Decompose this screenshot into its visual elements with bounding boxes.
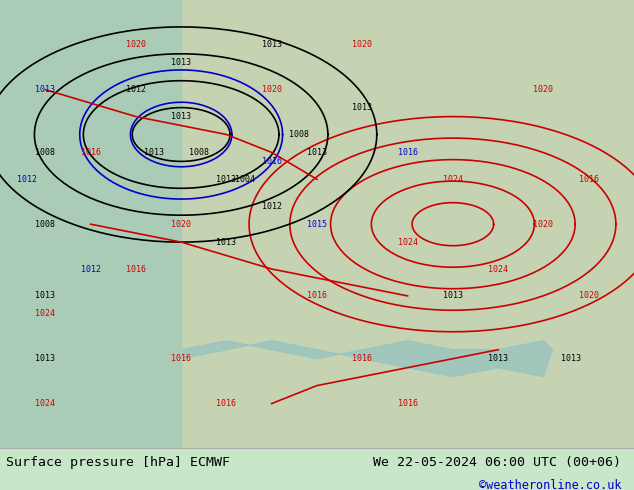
- Text: We 22-05-2024 06:00 UTC (00+06): We 22-05-2024 06:00 UTC (00+06): [373, 456, 621, 469]
- Text: 1012: 1012: [81, 265, 101, 273]
- Text: 1016: 1016: [398, 148, 418, 157]
- Text: 1013: 1013: [144, 148, 164, 157]
- Text: 1012: 1012: [17, 175, 37, 184]
- Text: 1012: 1012: [126, 85, 146, 94]
- Text: 1016: 1016: [307, 292, 327, 300]
- Text: 1008: 1008: [36, 148, 55, 157]
- Text: 1020: 1020: [579, 292, 598, 300]
- Text: 1016: 1016: [579, 175, 598, 184]
- Text: 1013: 1013: [488, 354, 508, 363]
- Text: 1012: 1012: [262, 202, 281, 211]
- Text: 1004: 1004: [235, 175, 254, 184]
- Text: 1016: 1016: [262, 157, 281, 166]
- Text: 1008: 1008: [289, 130, 309, 139]
- Text: 1024: 1024: [36, 309, 55, 318]
- Text: 1013: 1013: [262, 40, 281, 49]
- Text: Surface pressure [hPa] ECMWF: Surface pressure [hPa] ECMWF: [6, 456, 230, 469]
- Text: 1016: 1016: [126, 265, 146, 273]
- Text: 1013: 1013: [36, 85, 55, 94]
- Text: 1016: 1016: [398, 399, 418, 408]
- Polygon shape: [0, 0, 634, 448]
- Text: 1013: 1013: [36, 354, 55, 363]
- Text: 1024: 1024: [398, 238, 418, 246]
- Text: 1013: 1013: [353, 103, 372, 112]
- Text: 1013: 1013: [216, 175, 236, 184]
- Text: 1013: 1013: [443, 292, 463, 300]
- Text: 1013: 1013: [171, 112, 191, 121]
- Polygon shape: [0, 0, 634, 448]
- Text: ©weatheronline.co.uk: ©weatheronline.co.uk: [479, 479, 621, 490]
- Text: 1020: 1020: [262, 85, 281, 94]
- Text: 1013: 1013: [216, 238, 236, 246]
- Text: 1013: 1013: [560, 354, 581, 363]
- Text: 1016: 1016: [171, 354, 191, 363]
- Text: 1020: 1020: [353, 40, 372, 49]
- Polygon shape: [181, 341, 552, 377]
- Text: 1016: 1016: [216, 399, 236, 408]
- Text: 1016: 1016: [81, 148, 101, 157]
- Polygon shape: [0, 0, 181, 448]
- Text: 1024: 1024: [36, 399, 55, 408]
- Text: 1013: 1013: [307, 148, 327, 157]
- Text: 1016: 1016: [353, 354, 372, 363]
- Text: 1024: 1024: [488, 265, 508, 273]
- Text: 1013: 1013: [171, 58, 191, 67]
- Text: 1020: 1020: [533, 85, 553, 94]
- Text: 1013: 1013: [36, 292, 55, 300]
- Text: 1020: 1020: [533, 220, 553, 229]
- Text: 1024: 1024: [443, 175, 463, 184]
- Text: 1020: 1020: [171, 220, 191, 229]
- Text: 1008: 1008: [190, 148, 209, 157]
- Text: 1020: 1020: [126, 40, 146, 49]
- Text: 1008: 1008: [36, 220, 55, 229]
- Text: 1015: 1015: [307, 220, 327, 229]
